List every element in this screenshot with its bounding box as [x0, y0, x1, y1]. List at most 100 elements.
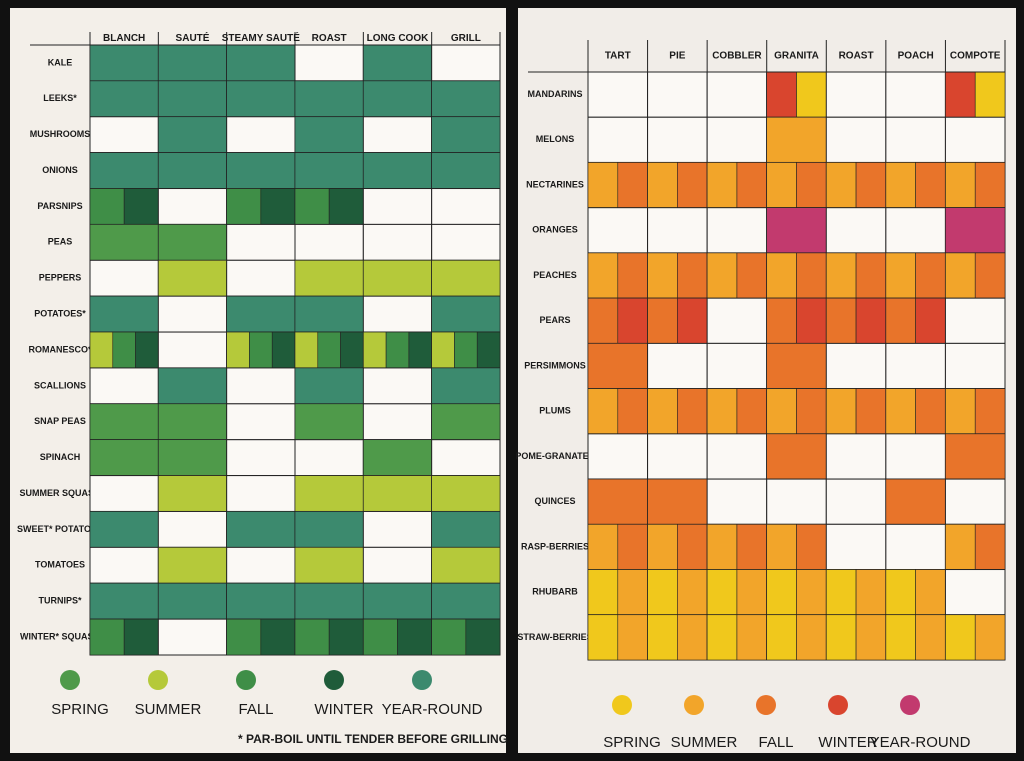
row-label: SNAP PEAS [34, 416, 86, 426]
cell-fill [135, 331, 159, 369]
cell-fill [226, 295, 296, 333]
cell-fill [226, 582, 296, 620]
cell-fill [587, 388, 619, 435]
cell-fill [945, 252, 976, 299]
cell [89, 259, 159, 297]
cell-fill [89, 511, 159, 548]
row-label: WINTER* SQUASH [20, 631, 100, 641]
cell [825, 433, 887, 480]
cell [825, 478, 887, 525]
cell-fill [431, 295, 501, 333]
legend-dot [324, 670, 344, 690]
cell-fill [855, 614, 887, 661]
cell [226, 367, 296, 405]
legend-dot [756, 695, 776, 715]
cell-fill [617, 252, 648, 299]
cell [89, 116, 159, 154]
cell-fill [587, 297, 619, 344]
column-header: BLANCH [103, 33, 145, 44]
cell [885, 207, 946, 254]
cell-fill [647, 524, 678, 570]
cell [362, 510, 433, 548]
row-label: SPINACH [40, 452, 81, 462]
cell-fill [89, 295, 159, 333]
row-label: POME-GRANATES [515, 451, 594, 461]
cell-fill [647, 162, 678, 208]
cell-fill [294, 80, 364, 118]
cell-fill [363, 582, 432, 620]
cell [157, 295, 228, 333]
cell-fill [431, 367, 501, 405]
legend-label: SUMMER [135, 701, 202, 718]
cell [362, 546, 433, 584]
cell [226, 259, 296, 297]
cell-fill [945, 614, 976, 661]
cell-fill [271, 331, 296, 369]
cell-fill [465, 618, 501, 656]
cell [294, 44, 364, 82]
legend-label: FALL [758, 734, 793, 751]
cell-fill [766, 162, 797, 208]
cell-fill [89, 403, 159, 441]
cell [587, 71, 649, 118]
footnote: * PAR-BOIL UNTIL TENDER BEFORE GRILLING [238, 732, 508, 746]
cell-fill [617, 614, 648, 661]
cell-fill [89, 618, 125, 656]
cell-fill [736, 388, 768, 435]
cell [647, 116, 708, 163]
cell-fill [825, 569, 857, 616]
cell [647, 71, 708, 118]
cell-fill [855, 162, 887, 208]
cell-fill [317, 331, 341, 369]
cell [362, 295, 433, 333]
cell-fill [294, 475, 364, 512]
cell-fill [89, 44, 159, 82]
cell-fill [677, 388, 708, 435]
cell-fill [766, 252, 797, 299]
cell-fill [294, 152, 364, 189]
cell-fill [397, 618, 432, 656]
cell [825, 523, 887, 571]
cell-fill [766, 71, 797, 118]
row-label: POTATOES* [34, 308, 86, 318]
cell-fill [915, 162, 946, 208]
cell-fill [294, 511, 364, 548]
cell-fill [796, 388, 827, 435]
cell-fill [587, 343, 648, 389]
cell-fill [736, 252, 768, 299]
cell-fill [363, 80, 432, 118]
cell-fill [855, 252, 887, 299]
cell [431, 188, 501, 225]
cell-fill [112, 331, 136, 369]
cell [431, 44, 501, 82]
cell-fill [454, 331, 478, 369]
cell-fill [587, 569, 619, 616]
legend-dot [236, 670, 256, 690]
cell [766, 478, 827, 525]
cell-fill [260, 188, 296, 225]
cell-fill [123, 188, 159, 225]
cell-fill [974, 71, 1006, 118]
row-label: PERSIMMONS [524, 360, 586, 370]
cell-fill [706, 569, 738, 616]
cell-fill [294, 295, 364, 333]
cell-fill [89, 224, 159, 261]
row-label: PEACHES [533, 270, 577, 280]
cell-fill [945, 207, 1006, 254]
cell-fill [855, 569, 887, 616]
cell-fill [945, 71, 976, 118]
cell-fill [677, 614, 708, 661]
row-label: STRAW-BERRIES [517, 632, 592, 642]
cell-fill [328, 188, 364, 225]
cell-fill [885, 614, 916, 661]
cell [362, 367, 433, 405]
cell-fill [158, 259, 227, 297]
cell-fill [766, 116, 827, 163]
column-header: PIE [669, 51, 685, 62]
cell-fill [825, 252, 857, 299]
cell-fill [158, 224, 227, 261]
cell-fill [736, 569, 768, 616]
row-label: MANDARINS [528, 89, 583, 99]
cell-fill [363, 618, 398, 656]
cell-fill [766, 207, 827, 254]
